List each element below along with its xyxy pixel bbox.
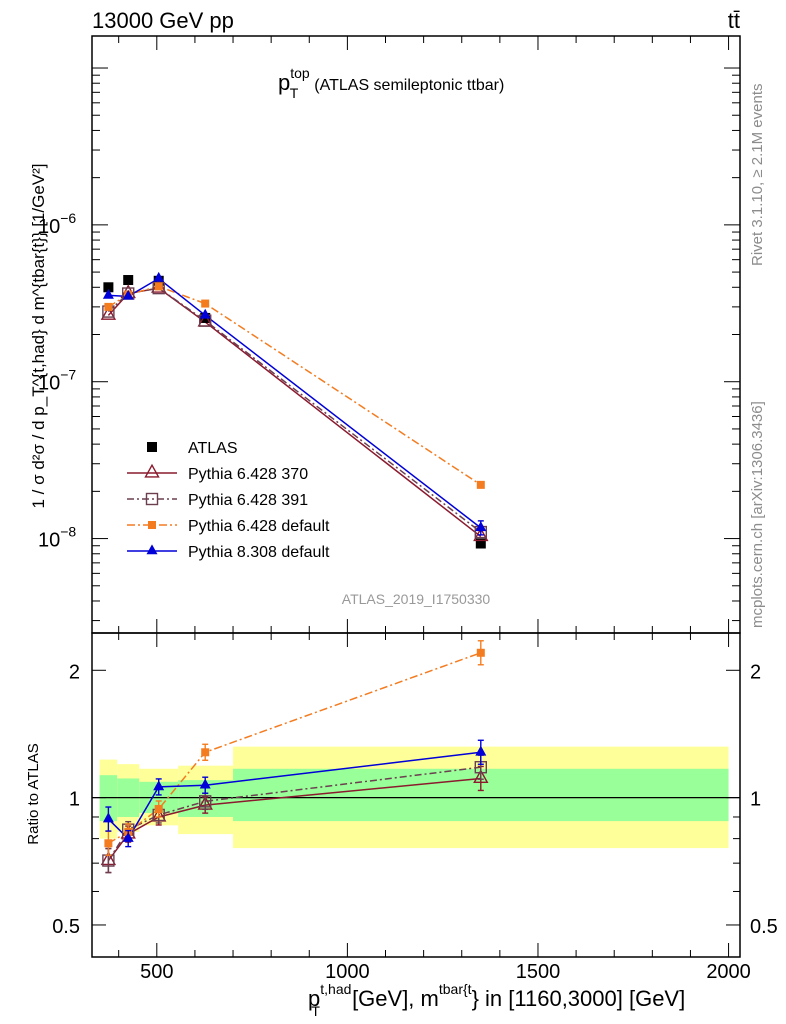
rivet-label: Rivet 3.1.10, ≥ 2.1M events [749,84,766,267]
header-left: 13000 GeV pp [92,8,234,33]
series-line-p8def [108,277,482,529]
point-p8def [153,271,165,282]
mcplots-label: mcplots.cern.ch [arXiv:1306.3436] [749,401,766,628]
analysis-id: ATLAS_2019_I1750330 [342,591,491,607]
ratio-point-p8def [199,778,211,789]
x-tick-label: 1500 [516,961,561,983]
legend-label-p6def: Pythia 6.428 default [188,518,330,535]
header-right: tt̄ [728,8,740,33]
ratio-point-p6def [201,748,210,757]
ratio-point-p6def [104,839,113,848]
ratio-panel: 0.5 0.5 1 1 2 2 Ratio to ATLAS [25,632,778,958]
point-p8def [122,289,134,300]
point-atlas [475,538,486,549]
y-tick-label: 10−7 [38,367,76,395]
legend-marker-p391 [145,492,159,506]
legend-label-atlas: ATLAS [188,440,238,457]
point-p370 [100,306,117,320]
ratio-y-tick-labels: 0.5 0.5 1 1 2 2 [52,661,778,938]
x-tick-label: 1000 [325,961,370,983]
ratio-point-p8def [475,745,487,756]
series-line-p391 [107,287,482,533]
ratio-point-p370 [473,769,489,784]
point-p6def [104,302,113,311]
ratio-point-p391 [199,795,212,808]
legend-label-p370: Pythia 6.428 370 [188,466,308,483]
series-line-p6def [107,285,482,486]
ratio-point-p8def [102,812,114,823]
legend-marker-p370 [144,463,160,478]
ratio-frame [91,632,741,958]
ratio-point-p6def [154,804,163,813]
ratio-y-tick-label-right: 0.5 [750,916,778,938]
legend-marker-p8def [146,544,158,555]
ratio-axis-ticks [92,633,740,957]
legend-label-p8def: Pythia 8.308 default [188,544,330,561]
main-y-tick-labels: 10−8 10−7 10−6 [38,210,76,552]
ratio-point-p8def [153,780,165,791]
point-p8def [199,308,211,319]
legend-marker-atlas [147,442,157,452]
plot-title: ptop T (ATLAS semileptonic ttbar) [278,65,504,101]
y-tick-label: 10−6 [38,210,76,238]
point-p6def [154,282,163,291]
legend: ATLAS Pythia 6.428 370 Pythia 6.428 391 Pyt… [127,440,330,561]
ratio-y-tick-label-right: 2 [750,661,761,683]
ratio-y-tick-label: 2 [69,661,80,683]
point-p370 [473,527,489,542]
x-tick-label: 500 [140,961,173,983]
main-panel: 10−8 10−7 10−6 ptop T (ATLAS semileptonic tt… [29,35,741,634]
point-atlas [123,275,134,286]
ratio-y-axis-label: Ratio to ATLAS [25,743,42,844]
point-p6def [201,299,210,308]
ratio-point-p6def [476,648,485,657]
point-p6def [476,480,485,489]
point-atlas [103,282,114,293]
ratio-y-tick-label: 1 [69,789,80,811]
ratio-y-tick-label: 0.5 [52,916,80,938]
main-axis-ticks [92,36,740,633]
x-tick-labels: 500 1000 1500 2000 [140,961,751,983]
main-y-axis-label: 1 / σ d²σ / d p_T^{t,had} d m^{tbar{t}} … [29,163,48,508]
ratio-y-tick-label-right: 1 [750,789,761,811]
ratio-point-p8def [122,832,134,842]
point-p8def [102,288,114,299]
x-tick-label: 2000 [706,961,751,983]
y-tick-label: 10−8 [38,524,76,552]
legend-label-p391: Pythia 6.428 391 [188,492,308,509]
legend-marker-p6def [148,521,156,529]
point-p8def [475,521,487,532]
x-axis-label: pt,had T [GeV], mtbar{t} in [1160,3000] [… [308,981,685,1019]
